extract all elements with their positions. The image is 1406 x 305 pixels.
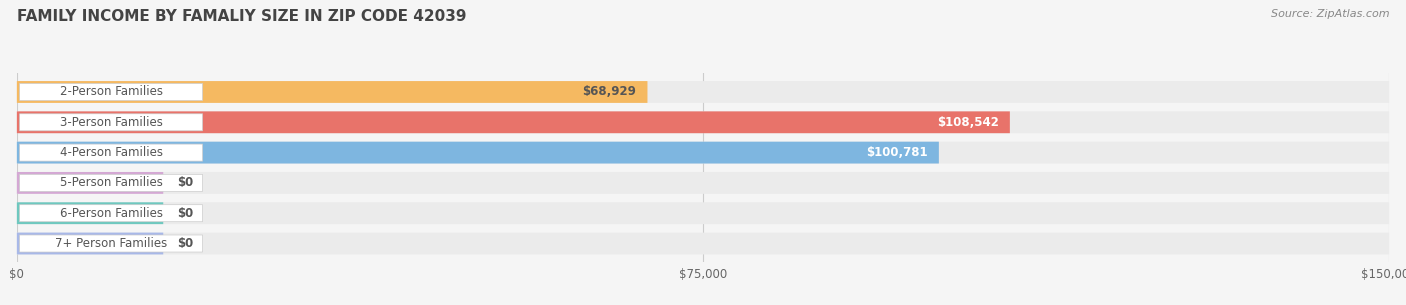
FancyBboxPatch shape bbox=[17, 202, 163, 224]
FancyBboxPatch shape bbox=[20, 235, 202, 252]
Text: 4-Person Families: 4-Person Families bbox=[59, 146, 163, 159]
FancyBboxPatch shape bbox=[20, 174, 202, 192]
FancyBboxPatch shape bbox=[20, 114, 202, 131]
Text: $100,781: $100,781 bbox=[866, 146, 928, 159]
FancyBboxPatch shape bbox=[17, 233, 1389, 254]
FancyBboxPatch shape bbox=[17, 111, 1389, 133]
Text: Source: ZipAtlas.com: Source: ZipAtlas.com bbox=[1271, 9, 1389, 19]
Text: 2-Person Families: 2-Person Families bbox=[59, 85, 163, 99]
FancyBboxPatch shape bbox=[17, 81, 1389, 103]
FancyBboxPatch shape bbox=[20, 205, 202, 222]
Text: 3-Person Families: 3-Person Families bbox=[59, 116, 163, 129]
Text: $0: $0 bbox=[177, 176, 193, 189]
FancyBboxPatch shape bbox=[20, 84, 202, 101]
FancyBboxPatch shape bbox=[17, 172, 1389, 194]
Text: 6-Person Families: 6-Person Families bbox=[59, 207, 163, 220]
Text: 5-Person Families: 5-Person Families bbox=[59, 176, 163, 189]
FancyBboxPatch shape bbox=[17, 111, 1010, 133]
FancyBboxPatch shape bbox=[20, 144, 202, 161]
FancyBboxPatch shape bbox=[17, 142, 1389, 163]
Text: $0: $0 bbox=[177, 237, 193, 250]
Text: $108,542: $108,542 bbox=[936, 116, 998, 129]
FancyBboxPatch shape bbox=[17, 202, 1389, 224]
FancyBboxPatch shape bbox=[17, 142, 939, 163]
FancyBboxPatch shape bbox=[17, 233, 163, 254]
Text: $0: $0 bbox=[177, 207, 193, 220]
Text: $68,929: $68,929 bbox=[582, 85, 637, 99]
Text: 7+ Person Families: 7+ Person Families bbox=[55, 237, 167, 250]
FancyBboxPatch shape bbox=[17, 172, 163, 194]
FancyBboxPatch shape bbox=[17, 81, 647, 103]
Text: FAMILY INCOME BY FAMALIY SIZE IN ZIP CODE 42039: FAMILY INCOME BY FAMALIY SIZE IN ZIP COD… bbox=[17, 9, 467, 24]
